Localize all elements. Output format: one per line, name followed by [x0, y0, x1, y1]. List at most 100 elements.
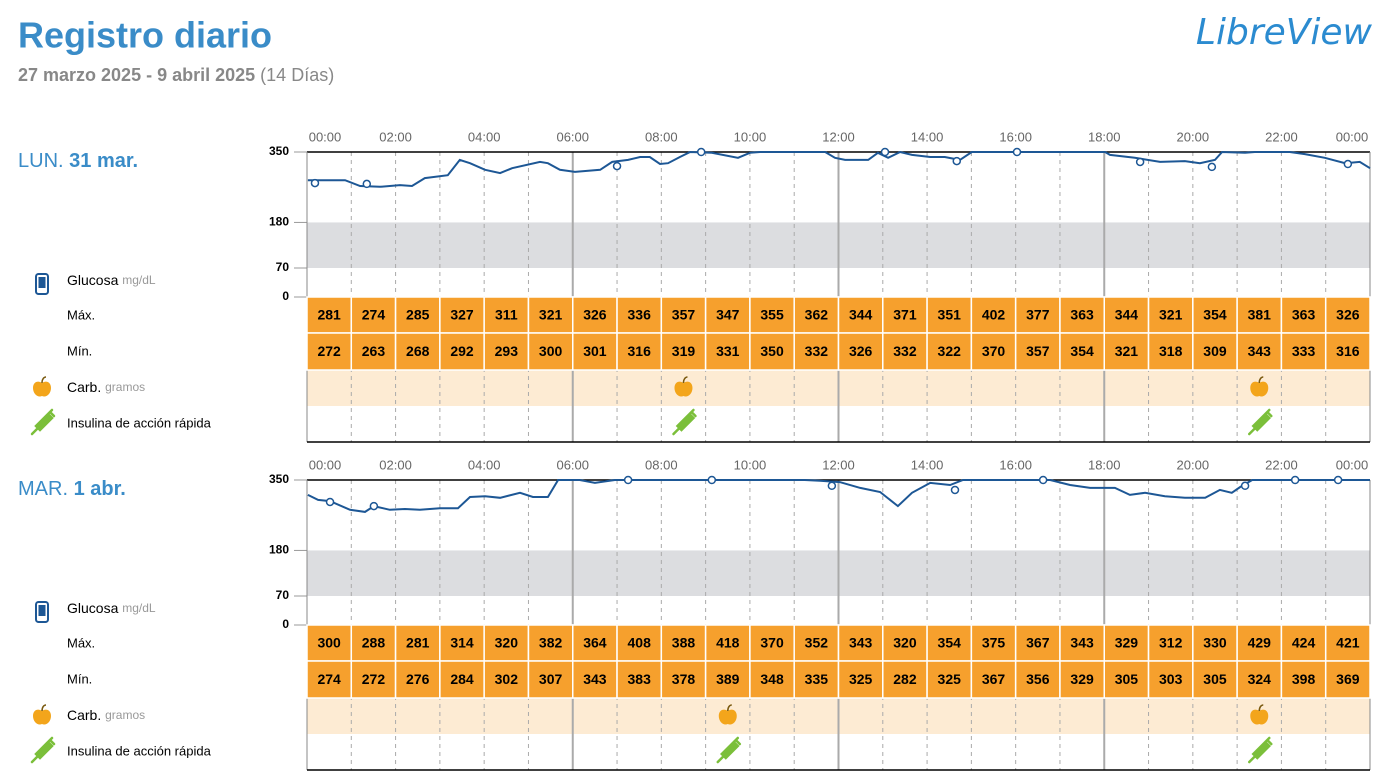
min-value: 305 — [1203, 671, 1227, 687]
min-value: 335 — [805, 671, 829, 687]
y-tick-label: 350 — [269, 472, 289, 486]
day-label: LUN. 31 mar. — [18, 150, 138, 172]
max-value: 321 — [1159, 307, 1183, 323]
min-value: 282 — [893, 671, 917, 687]
apple-leaf — [41, 376, 47, 384]
min-value: 272 — [317, 343, 341, 359]
min-value: 316 — [628, 343, 652, 359]
max-value: 281 — [406, 635, 430, 651]
min-cell — [350, 660, 397, 699]
apple-leaf — [1258, 704, 1264, 712]
max-cell — [1147, 296, 1194, 334]
min-value: 274 — [317, 671, 341, 687]
min-cell — [1059, 660, 1106, 699]
max-cell — [704, 624, 751, 662]
min-cell — [572, 332, 618, 371]
min-value: 389 — [716, 671, 740, 687]
max-value: 344 — [849, 307, 873, 323]
legend-insulin: Insulina de acción rápida — [67, 415, 212, 430]
max-cell — [1236, 624, 1283, 662]
max-value: 371 — [893, 307, 917, 323]
max-cell — [970, 624, 1017, 662]
min-value: 332 — [893, 343, 917, 359]
max-value: 351 — [938, 307, 962, 323]
insulin-event — [1248, 736, 1273, 764]
max-cell — [394, 296, 441, 334]
insulin-event — [1248, 408, 1273, 436]
max-value: 357 — [672, 307, 696, 323]
x-tick-label: 14:00 — [911, 457, 944, 472]
glucose-line — [307, 150, 1371, 188]
max-value: 362 — [805, 307, 829, 323]
x-tick-label: 06:00 — [556, 457, 589, 472]
max-cell — [793, 624, 840, 662]
x-tick-label: 00:00 — [1336, 129, 1369, 144]
max-value: 354 — [1203, 307, 1227, 323]
min-value: 383 — [628, 671, 652, 687]
x-tick-label: 02:00 — [379, 129, 412, 144]
max-value: 388 — [672, 635, 696, 651]
max-value: 375 — [982, 635, 1006, 651]
syringe — [1248, 736, 1273, 764]
apple-leaf — [41, 704, 47, 712]
min-cell — [1280, 660, 1327, 699]
scan-point — [623, 475, 633, 485]
legend-min: Mín. — [67, 671, 92, 686]
min-cell — [1014, 332, 1061, 371]
scan-point — [1343, 159, 1353, 169]
min-value: 370 — [982, 343, 1006, 359]
apple-leaf — [1258, 376, 1264, 384]
x-tick-label: 08:00 — [645, 129, 678, 144]
carb-event — [1250, 704, 1269, 725]
legend-glucose-label: Glucosa — [67, 272, 119, 288]
x-tick-label: 04:00 — [468, 129, 501, 144]
apple — [1250, 709, 1269, 725]
min-cell — [704, 660, 751, 699]
apple — [33, 381, 51, 397]
phone-body — [35, 273, 49, 295]
date-range: 27 marzo 2025 - 9 abril 2025 — [18, 65, 255, 85]
max-value: 321 — [539, 307, 563, 323]
max-cell — [1103, 296, 1150, 334]
min-cell — [439, 332, 485, 371]
max-cell — [527, 624, 574, 662]
legend-glucose-label: Glucosa — [67, 600, 119, 616]
max-value: 320 — [495, 635, 519, 651]
glucose-icon — [35, 273, 49, 295]
x-tick-label: 04:00 — [468, 457, 501, 472]
x-tick-label: 08:00 — [645, 457, 678, 472]
legend-carbs-label: Carb. — [67, 379, 101, 395]
x-tick-label: 06:00 — [556, 129, 589, 144]
weekday: LUN. — [18, 150, 64, 172]
min-value: 284 — [450, 671, 474, 687]
min-cell — [749, 660, 795, 699]
x-tick-label: 14:00 — [911, 129, 944, 144]
min-value: 348 — [760, 671, 784, 687]
min-value: 333 — [1292, 343, 1316, 359]
min-value: 350 — [760, 343, 784, 359]
min-cell — [1147, 332, 1194, 371]
day-count: (14 Días) — [260, 65, 334, 85]
y-tick-label: 350 — [269, 144, 289, 158]
logo: LibreView — [1196, 12, 1373, 53]
max-cell — [483, 624, 530, 662]
min-cell — [926, 332, 973, 371]
min-cell — [1324, 332, 1371, 371]
min-value: 305 — [1115, 671, 1139, 687]
max-value: 330 — [1203, 635, 1227, 651]
min-cell — [793, 660, 840, 699]
min-cell — [1236, 660, 1283, 699]
min-value: 272 — [362, 671, 386, 687]
legend-min: Mín. — [67, 343, 92, 358]
max-value: 347 — [716, 307, 740, 323]
max-value: 320 — [893, 635, 917, 651]
min-value: 318 — [1159, 343, 1183, 359]
min-value: 276 — [406, 671, 430, 687]
min-value: 307 — [539, 671, 563, 687]
min-cell — [483, 332, 530, 371]
min-value: 301 — [583, 343, 607, 359]
max-value: 329 — [1115, 635, 1139, 651]
insulin-event — [672, 408, 697, 436]
min-value: 367 — [982, 671, 1006, 687]
y-tick-label: 0 — [282, 617, 289, 631]
